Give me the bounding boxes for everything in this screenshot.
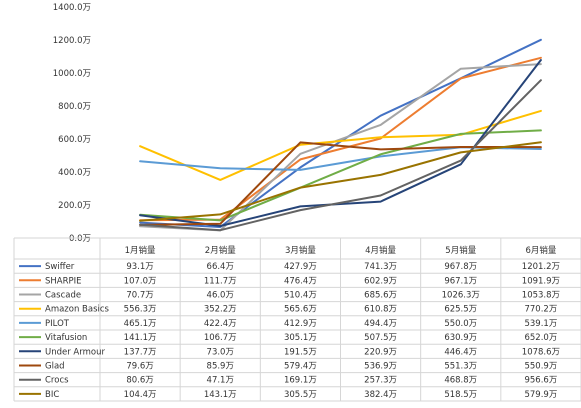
legend-label: PILOT (45, 319, 70, 329)
legend-label: SHARPIE (45, 276, 82, 286)
data-label: 220.9万 (364, 347, 397, 357)
data-label: 539.1万 (524, 319, 557, 329)
data-label: 630.9万 (444, 333, 477, 343)
data-label: 770.2万 (524, 305, 557, 315)
data-label: 107.0万 (124, 276, 157, 286)
data-label: 494.4万 (364, 319, 397, 329)
data-label: 73.0万 (207, 347, 234, 357)
data-label: 610.8万 (364, 305, 397, 315)
data-label: 550.0万 (444, 319, 477, 329)
data-label: 257.3万 (364, 376, 397, 386)
y-tick-label: 600.0万 (58, 135, 91, 145)
data-label: 465.1万 (124, 319, 157, 329)
y-tick-label: 400.0万 (58, 168, 91, 178)
x-tick-label: 6月销量 (525, 245, 556, 256)
legend-label: Cascade (45, 291, 81, 301)
data-label: 468.8万 (444, 376, 477, 386)
series-line (139, 79, 542, 232)
data-label: 652.0万 (524, 333, 557, 343)
data-label: 1201.2万 (522, 262, 560, 272)
data-label: 602.9万 (364, 276, 397, 286)
data-label: 565.6万 (284, 305, 317, 315)
legend-label: Glad (45, 362, 65, 372)
x-tick-label: 4月销量 (365, 245, 396, 256)
data-label: 191.5万 (284, 347, 317, 357)
data-label: 106.7万 (204, 333, 237, 343)
y-axis: 0.0万 200.0万 400.0万 600.0万 800.0万 1000.0万 1200.… (53, 3, 91, 244)
y-tick-label: 1400.0万 (53, 3, 91, 13)
data-label: 422.4万 (204, 319, 237, 329)
y-tick-label: 800.0万 (58, 102, 91, 112)
data-label: 1078.6万 (522, 347, 560, 357)
data-label: 427.9万 (284, 262, 317, 272)
x-tick-label: 1月销量 (125, 245, 156, 256)
series-line (139, 109, 542, 181)
data-label: 551.3万 (444, 362, 477, 372)
data-table: 1月销量 2月销量 3月销量 4月销量 5月销量 6月销量 Swiffer 93.1万 66.4… (13, 237, 581, 402)
series-line (139, 141, 542, 222)
y-tick-label: 200.0万 (58, 201, 91, 211)
data-label: 66.4万 (207, 262, 234, 272)
data-label: 104.4万 (124, 390, 157, 400)
data-label: 625.5万 (444, 305, 477, 315)
data-label: 47.1万 (207, 376, 234, 386)
x-tick-label: 5月销量 (445, 245, 476, 256)
data-label: 476.4万 (284, 276, 317, 286)
data-label: 46.0万 (207, 291, 234, 301)
data-label: 79.6万 (126, 362, 153, 372)
data-label: 305.1万 (284, 333, 317, 343)
data-label: 579.4万 (284, 362, 317, 372)
data-label: 967.8万 (444, 262, 477, 272)
data-label: 685.6万 (364, 291, 397, 301)
data-label: 507.5万 (364, 333, 397, 343)
legend-label: BIC (45, 390, 59, 400)
data-label: 518.5万 (444, 390, 477, 400)
x-tick-label: 3月销量 (285, 245, 316, 256)
data-label: 550.9万 (524, 362, 557, 372)
legend-label: Under Armour (45, 347, 105, 357)
data-label: 1026.3万 (442, 291, 480, 301)
data-label: 93.1万 (126, 262, 153, 272)
data-label: 141.1万 (124, 333, 157, 343)
legend-label: Crocs (45, 376, 69, 386)
data-label: 305.5万 (284, 390, 317, 400)
data-label: 510.4万 (284, 291, 317, 301)
series-lines (139, 38, 542, 232)
data-label: 446.4万 (444, 347, 477, 357)
data-label: 169.1万 (284, 376, 317, 386)
series-line (139, 141, 542, 226)
data-label: 1053.8万 (522, 291, 560, 301)
data-label: 80.6万 (126, 376, 153, 386)
data-label: 85.9万 (207, 362, 234, 372)
data-label: 137.7万 (124, 347, 157, 357)
y-tick-label: 0.0万 (69, 234, 91, 244)
data-label: 556.3万 (124, 305, 157, 315)
series-line (139, 59, 542, 227)
y-tick-label: 1200.0万 (53, 36, 91, 46)
data-label: 111.7万 (204, 276, 237, 286)
data-label: 382.4万 (364, 390, 397, 400)
y-tick-label: 1000.0万 (53, 69, 91, 79)
legend-label: Amazon Basics (45, 305, 110, 315)
data-label: 741.3万 (364, 262, 397, 272)
data-label: 1091.9万 (522, 276, 560, 286)
x-tick-label: 2月销量 (205, 245, 236, 256)
data-label: 143.1万 (204, 390, 237, 400)
data-label: 412.9万 (284, 319, 317, 329)
data-label: 70.7万 (126, 291, 153, 301)
legend-label: Vitafusion (45, 333, 87, 343)
data-label: 352.2万 (204, 305, 237, 315)
data-label: 956.6万 (524, 376, 557, 386)
legend-label: Swiffer (45, 262, 75, 272)
data-label: 579.9万 (524, 390, 557, 400)
data-label: 967.1万 (444, 276, 477, 286)
series-line (139, 129, 542, 222)
data-label: 536.9万 (364, 362, 397, 372)
